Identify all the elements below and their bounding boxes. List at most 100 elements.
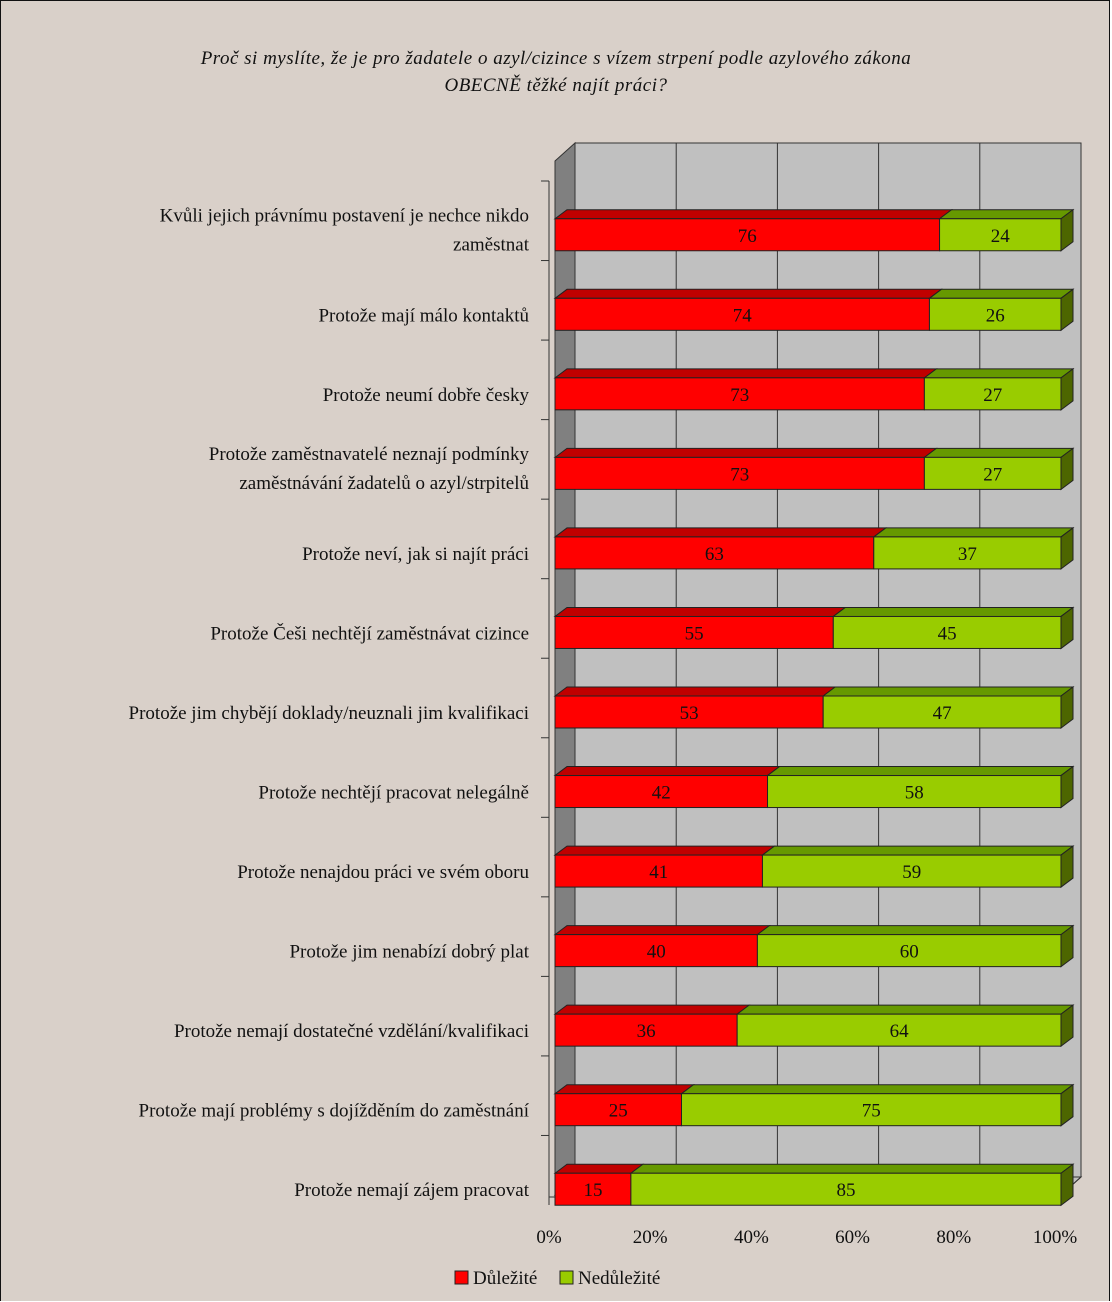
value-label: 74 bbox=[733, 305, 753, 326]
x-tick-label: 80% bbox=[936, 1227, 971, 1248]
bar-top-face bbox=[553, 209, 954, 220]
value-label: 42 bbox=[652, 783, 671, 804]
bar-top-face bbox=[553, 288, 943, 299]
bar-top-face bbox=[553, 527, 888, 538]
bar-top-face bbox=[821, 686, 1075, 697]
bar-side-face bbox=[1060, 1004, 1074, 1048]
bar-side-face bbox=[1060, 1083, 1074, 1127]
bar-segment-important bbox=[554, 297, 930, 331]
value-label: 59 bbox=[902, 862, 921, 883]
legend-swatch bbox=[559, 1270, 574, 1285]
bar-top-face bbox=[680, 1084, 1075, 1095]
legend-label: Důležité bbox=[473, 1268, 537, 1289]
bar-top-face bbox=[766, 766, 1075, 777]
chart-title-line: OBECNĚ těžké najít práci? bbox=[444, 74, 667, 96]
category-label: Protože mají problémy s dojížděním do za… bbox=[139, 1101, 530, 1122]
value-label: 40 bbox=[647, 942, 666, 963]
bar-segment-important bbox=[554, 377, 925, 411]
bar-top-face bbox=[629, 1163, 1075, 1174]
value-label: 26 bbox=[986, 305, 1005, 326]
category-label: zaměstnat bbox=[453, 234, 530, 255]
bar-top-face bbox=[735, 1004, 1075, 1015]
bar-segment-unimportant bbox=[873, 536, 1062, 570]
category-label: zaměstnávání žadatelů o azyl/strpitelů bbox=[239, 473, 529, 494]
value-label: 73 bbox=[730, 464, 749, 485]
category-label: Protože neumí dobře česky bbox=[323, 385, 530, 406]
bar-top-face bbox=[755, 925, 1075, 936]
bar-top-face bbox=[938, 209, 1075, 220]
category-label: Protože nenajdou práci ve svém oboru bbox=[237, 862, 529, 883]
value-label: 24 bbox=[991, 226, 1011, 247]
chart-title-line: Proč si myslíte, že je pro žadatele o az… bbox=[200, 48, 912, 69]
bar-top-face bbox=[872, 527, 1075, 538]
bar-segment-important bbox=[554, 1013, 738, 1047]
bar-segment-unimportant bbox=[761, 854, 1062, 888]
bar-segment-unimportant bbox=[767, 775, 1062, 809]
bar-segment-unimportant bbox=[822, 695, 1062, 729]
x-tick-label: 60% bbox=[835, 1227, 870, 1248]
value-label: 25 bbox=[609, 1101, 628, 1122]
bar-side-face bbox=[1060, 845, 1074, 889]
value-label: 64 bbox=[890, 1021, 910, 1042]
category-label: Protože zaměstnavatelé neznají podmínky bbox=[209, 444, 530, 465]
bar-side-face bbox=[1060, 367, 1074, 411]
bar-top-face bbox=[553, 925, 771, 936]
bar-top-face bbox=[927, 288, 1075, 299]
bar-top-face bbox=[553, 845, 776, 856]
value-label: 58 bbox=[905, 783, 924, 804]
value-label: 63 bbox=[705, 544, 724, 565]
category-label: Kvůli jejich právnímu postavení je nechc… bbox=[160, 205, 529, 226]
value-label: 55 bbox=[685, 623, 704, 644]
value-label: 60 bbox=[900, 942, 919, 963]
x-tick-label: 40% bbox=[734, 1227, 769, 1248]
bar-side-face bbox=[1060, 526, 1074, 570]
bar-top-face bbox=[553, 447, 938, 458]
bar-top-face bbox=[922, 368, 1075, 379]
legend-swatch bbox=[454, 1270, 469, 1285]
value-label: 27 bbox=[983, 385, 1002, 406]
bar-top-face bbox=[553, 1004, 751, 1015]
category-label: Protože nemají dostatečné vzdělání/kvali… bbox=[174, 1021, 529, 1042]
bar-side-face bbox=[1060, 606, 1074, 650]
value-label: 45 bbox=[938, 623, 957, 644]
bar-segment-important bbox=[554, 536, 875, 570]
bar-side-face bbox=[1060, 447, 1074, 491]
bar-segment-unimportant bbox=[832, 615, 1062, 649]
bar-top-face bbox=[831, 606, 1075, 617]
category-label: Protože nechtějí pracovat nelegálně bbox=[258, 783, 529, 804]
bar-segment-important bbox=[554, 934, 758, 968]
value-label: 85 bbox=[836, 1180, 855, 1201]
x-tick-label: 0% bbox=[536, 1227, 562, 1248]
bar-segment-unimportant bbox=[928, 297, 1062, 331]
bar-segment-unimportant bbox=[923, 377, 1062, 411]
legend-label: Nedůležité bbox=[578, 1268, 660, 1289]
bar-segment-important bbox=[554, 695, 824, 729]
bar-segment-important bbox=[554, 218, 941, 252]
bar-segment-unimportant bbox=[923, 456, 1062, 490]
bar-side-face bbox=[1060, 1163, 1074, 1207]
bar-top-face bbox=[922, 447, 1075, 458]
value-label: 37 bbox=[958, 544, 977, 565]
value-label: 76 bbox=[738, 226, 757, 247]
category-label: Protože mají málo kontaktů bbox=[318, 305, 529, 326]
bar-top-face bbox=[553, 686, 837, 697]
category-label: Protože neví, jak si najít práci bbox=[302, 544, 529, 565]
bar-segment-unimportant bbox=[681, 1093, 1062, 1127]
bar-side-face bbox=[1060, 208, 1074, 252]
value-label: 27 bbox=[983, 464, 1002, 485]
bar-top-face bbox=[553, 766, 782, 777]
bar-top-face bbox=[553, 1163, 645, 1174]
value-label: 41 bbox=[649, 862, 668, 883]
category-label: Protože Češi nechtějí zaměstnávat cizinc… bbox=[210, 622, 529, 644]
bar-segment-important bbox=[554, 775, 769, 809]
bar-side-face bbox=[1060, 924, 1074, 968]
bar-side-face bbox=[1060, 686, 1074, 729]
bar-side-face bbox=[1060, 288, 1074, 332]
bar-top-face bbox=[760, 845, 1075, 856]
value-label: 75 bbox=[862, 1101, 881, 1122]
bar-segment-important bbox=[554, 854, 763, 888]
bar-top-face bbox=[553, 1084, 695, 1095]
category-label: Protože nemají zájem pracovat bbox=[294, 1180, 529, 1201]
